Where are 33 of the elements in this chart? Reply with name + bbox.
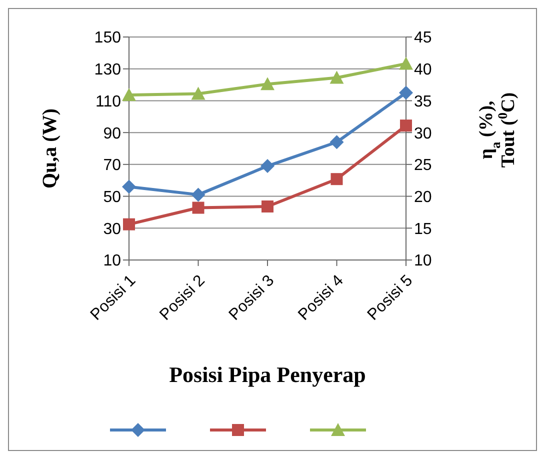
y2-tick-label: 40 bbox=[414, 62, 432, 79]
point bbox=[122, 88, 136, 101]
y-tick-label: 50 bbox=[103, 188, 122, 206]
point bbox=[192, 202, 204, 214]
x-axis-title: Posisi Pipa Penyerap bbox=[169, 362, 366, 387]
y2-tick-label: 10 bbox=[414, 252, 432, 270]
point bbox=[400, 120, 412, 132]
y-tick-label: 10 bbox=[103, 252, 122, 270]
point bbox=[122, 180, 136, 194]
y2-tick-label: 20 bbox=[414, 188, 432, 206]
point bbox=[399, 56, 413, 70]
point bbox=[260, 159, 274, 174]
point bbox=[330, 70, 344, 84]
y2-tick-label: 25 bbox=[414, 157, 432, 174]
y-tick-label: 150 bbox=[94, 30, 122, 47]
y2-tick-label: 15 bbox=[414, 220, 432, 238]
y-tick-label: 70 bbox=[103, 157, 122, 174]
point bbox=[191, 86, 206, 100]
y2-tick-label: 45 bbox=[414, 30, 432, 47]
y2-tick-label: 30 bbox=[414, 125, 432, 142]
point bbox=[262, 200, 274, 212]
point bbox=[330, 173, 343, 186]
point bbox=[330, 135, 344, 150]
y-tick-label: 130 bbox=[94, 62, 122, 79]
y-axis-title: Qu,a (W) bbox=[39, 108, 62, 188]
y-tick-label: 110 bbox=[95, 93, 122, 110]
point bbox=[123, 218, 135, 230]
y-tick-label: 30 bbox=[103, 220, 122, 238]
y2-tick-label: 35 bbox=[414, 93, 432, 110]
point bbox=[399, 86, 413, 100]
point bbox=[191, 188, 206, 202]
point bbox=[260, 77, 274, 90]
y-tick-label: 90 bbox=[103, 125, 122, 142]
